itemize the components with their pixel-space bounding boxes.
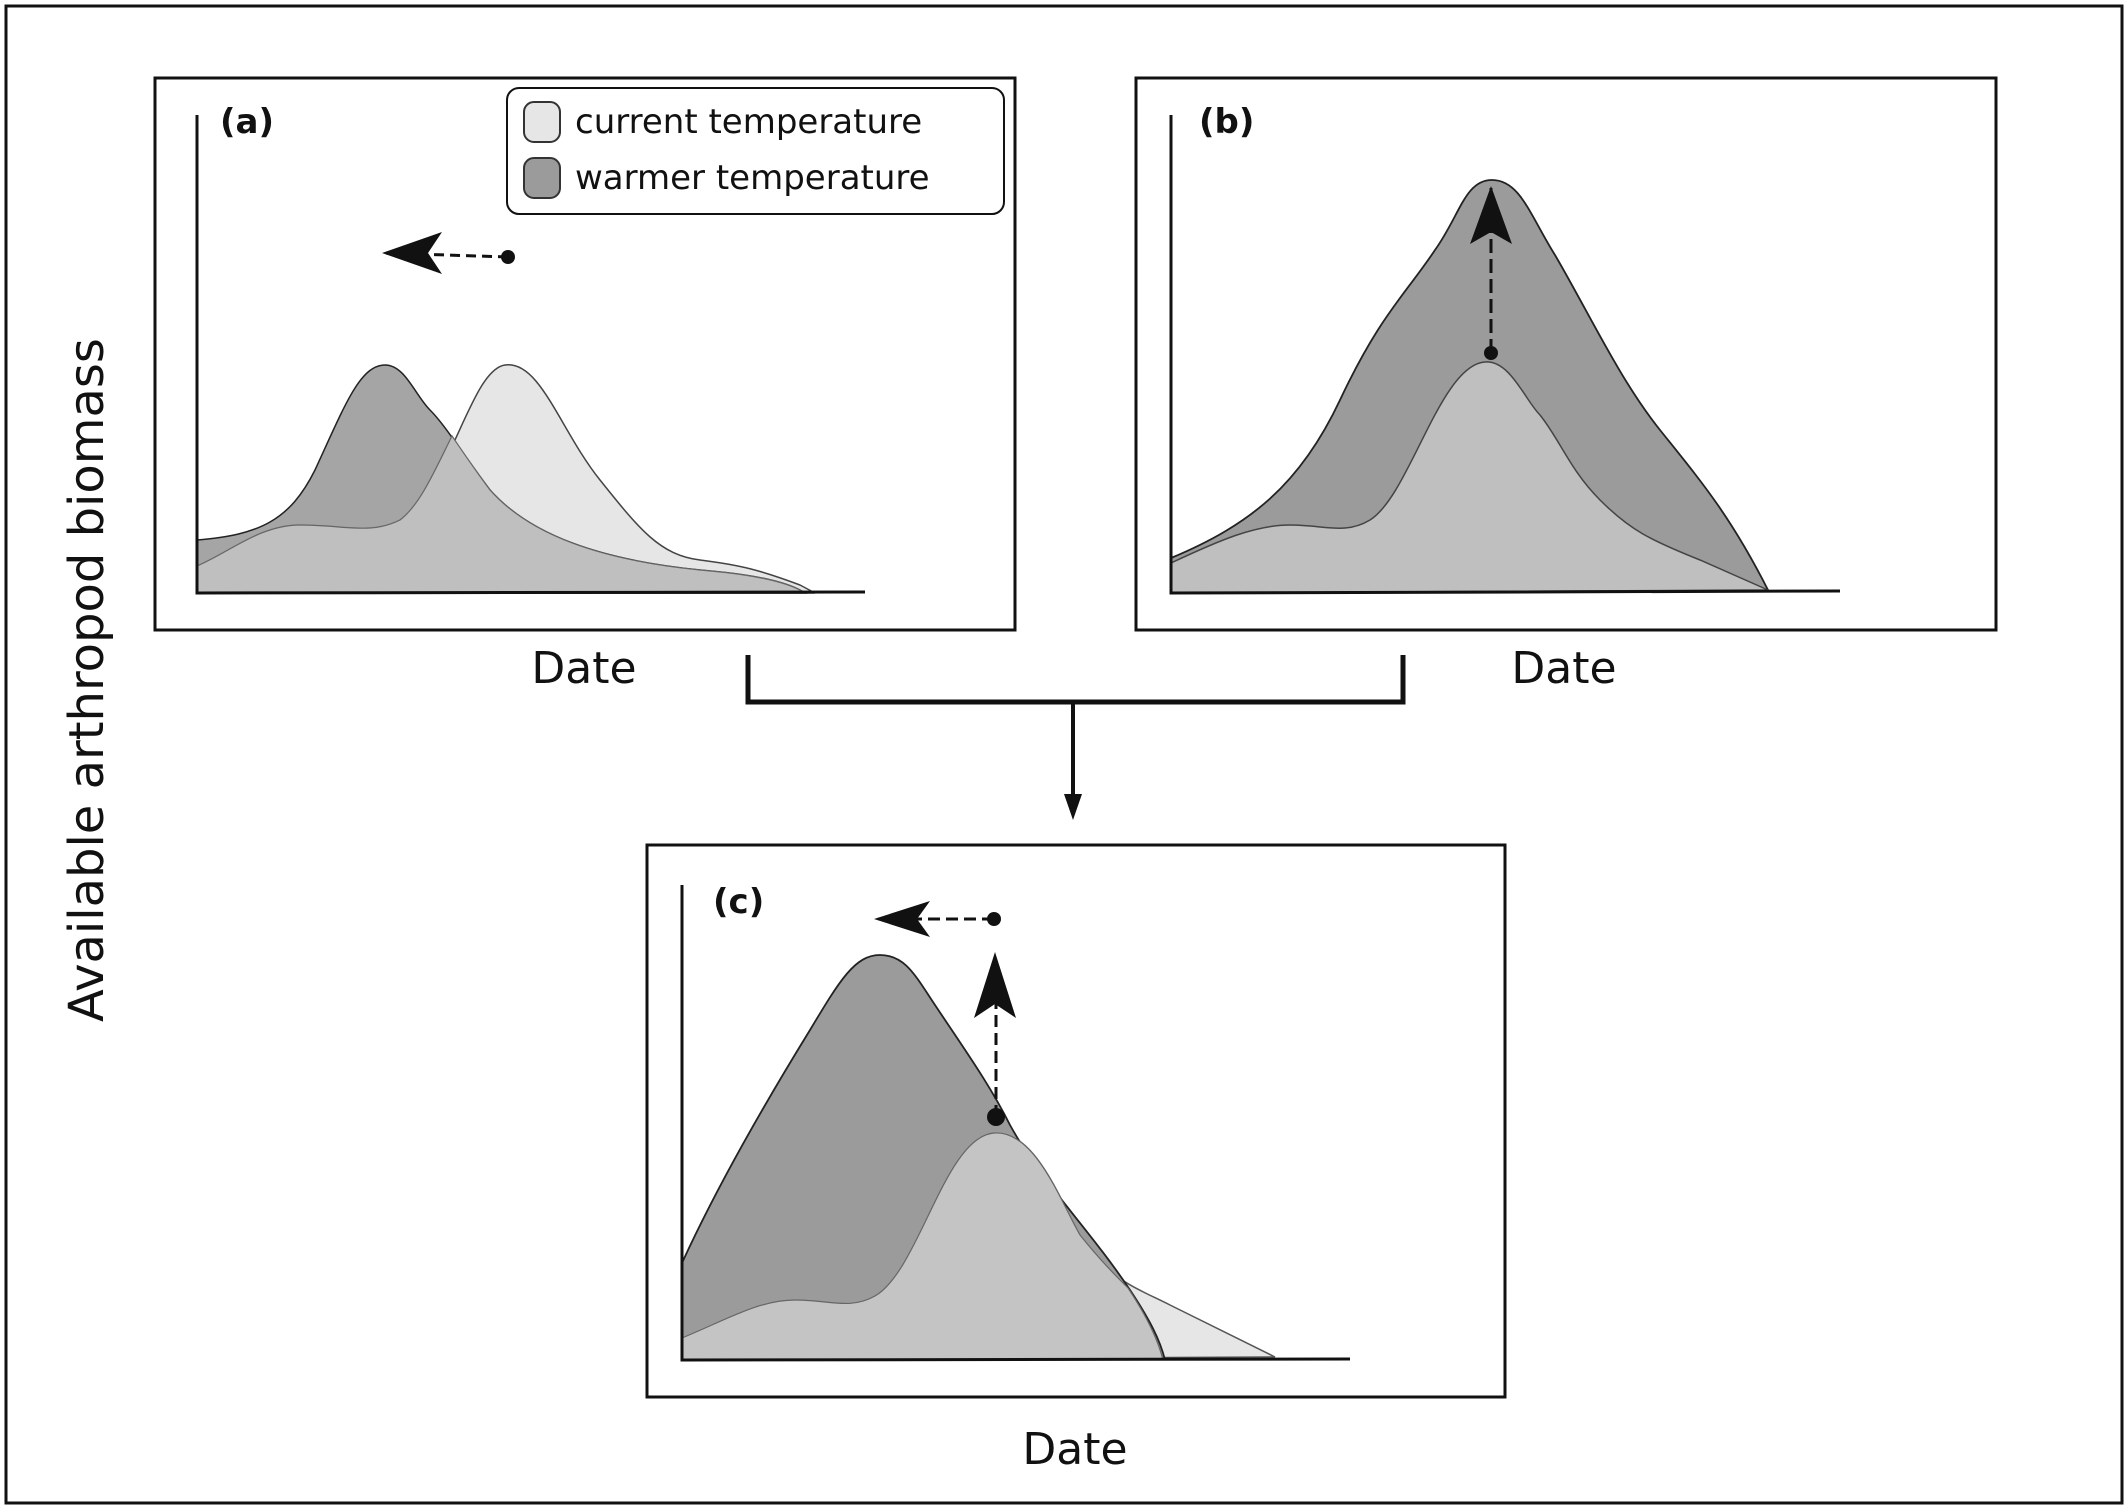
legend-swatch-warmer (523, 157, 561, 199)
outer-frame (4, 4, 2124, 1505)
y-axis-title: Available arthropod biomass (59, 338, 115, 1022)
panel-a-axes (195, 115, 866, 595)
panel-b: (b) Date (1134, 76, 1998, 694)
combine-connector (745, 655, 1406, 820)
panel-a-xlabel: Date (531, 643, 636, 694)
panel-a-overlap (197, 434, 807, 594)
panel-c: (c) Date (645, 843, 1507, 1475)
panel-c-left-arrowhead (874, 901, 930, 937)
combine-bracket (745, 655, 1406, 705)
panel-c-overlap (682, 1132, 1164, 1360)
panel-c-up-arrowhead (974, 952, 1016, 1018)
panel-a: (a) current temperature warmer temperatu… (153, 76, 1017, 694)
panel-b-xlabel: Date (1511, 643, 1616, 694)
panel-b-axes (1169, 115, 1841, 595)
panel-a-arrow-origin (501, 250, 515, 264)
panel-b-label: (b) (1199, 102, 1254, 142)
combine-arrowhead (1064, 794, 1082, 820)
panel-c-xlabel: Date (1022, 1424, 1127, 1475)
legend-label-current: current temperature (575, 102, 922, 142)
legend-box (506, 87, 1005, 215)
panel-b-arrowhead (1470, 186, 1512, 244)
panel-b-current-curve (1170, 361, 1769, 594)
panel-a-arrowhead (382, 232, 442, 274)
legend-swatch-current (523, 101, 561, 143)
panel-c-label: (c) (713, 882, 764, 922)
panel-c-axes (680, 885, 1351, 1362)
legend: current temperature warmer temperature (506, 87, 1005, 215)
legend-label-warmer: warmer temperature (575, 158, 930, 198)
panel-a-label: (a) (220, 102, 274, 142)
